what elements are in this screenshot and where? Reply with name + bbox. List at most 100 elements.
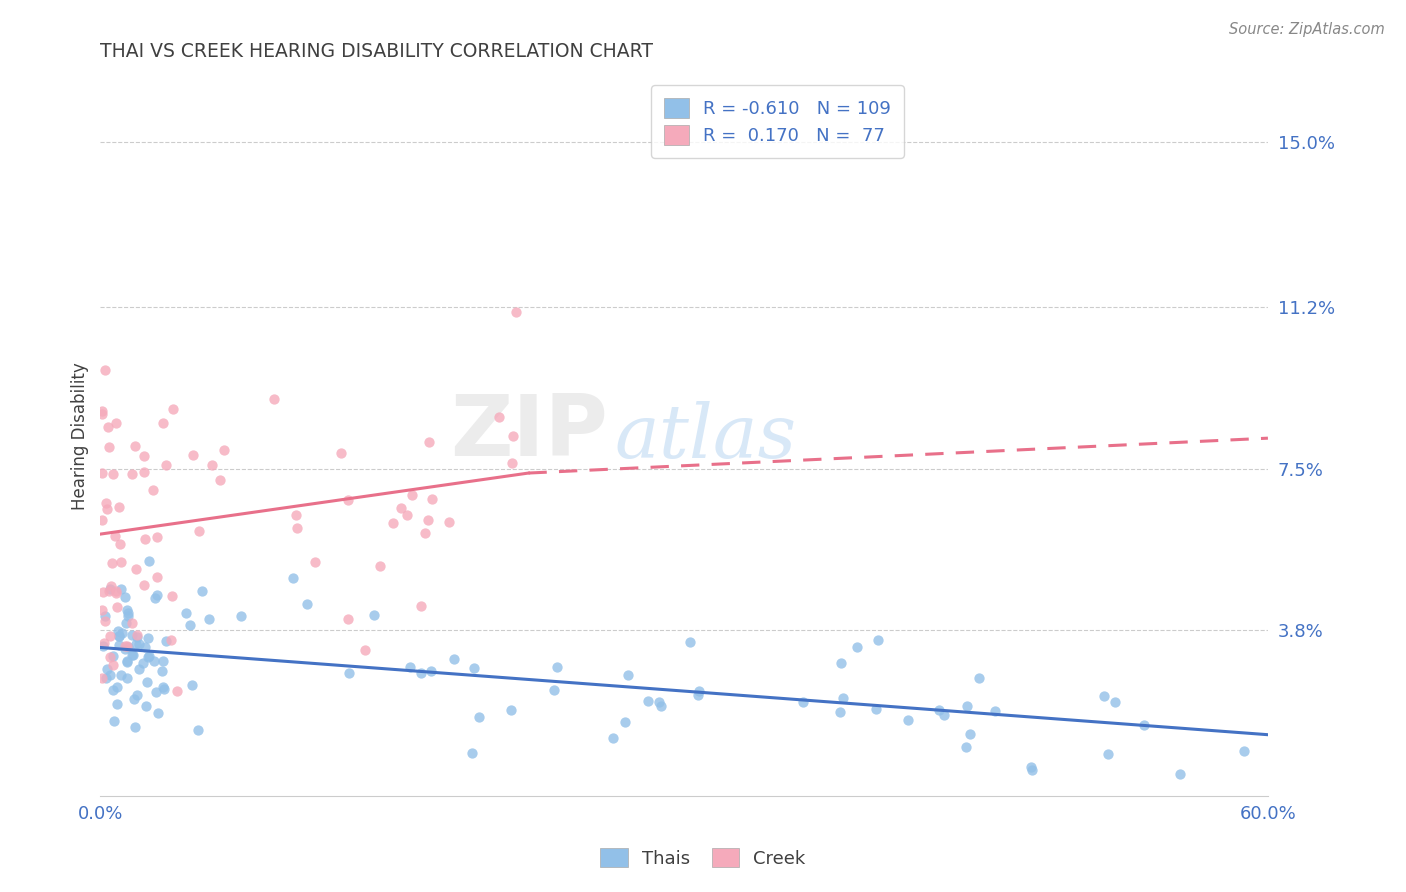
Point <box>96 671 118 685</box>
Point <box>1168 767 1191 781</box>
Point <box>686 688 709 702</box>
Point <box>502 429 524 443</box>
Point <box>959 727 981 741</box>
Point <box>115 639 138 653</box>
Point <box>91 513 114 527</box>
Point <box>124 721 146 735</box>
Point <box>648 696 671 710</box>
Point <box>505 305 527 319</box>
Point <box>678 634 700 648</box>
Point <box>105 680 128 694</box>
Point <box>101 467 124 481</box>
Point <box>928 704 950 718</box>
Point <box>846 640 869 654</box>
Point <box>832 691 855 706</box>
Point <box>418 434 440 449</box>
Point <box>128 662 150 676</box>
Point <box>336 493 359 508</box>
Point <box>1097 747 1119 761</box>
Point <box>183 449 205 463</box>
Point <box>468 709 491 723</box>
Point <box>152 416 174 430</box>
Point <box>932 708 955 723</box>
Point <box>96 502 118 516</box>
Point <box>443 652 465 666</box>
Point <box>461 746 484 760</box>
Point <box>91 585 114 599</box>
Point <box>145 570 167 584</box>
Y-axis label: Hearing Disability: Hearing Disability <box>72 362 89 510</box>
Point <box>336 612 359 626</box>
Point <box>135 675 157 690</box>
Point <box>263 392 285 406</box>
Point <box>94 363 117 377</box>
Point <box>284 508 307 523</box>
Point <box>281 570 304 584</box>
Point <box>121 467 143 481</box>
Text: THAI VS CREEK HEARING DISABILITY CORRELATION CHART: THAI VS CREEK HEARING DISABILITY CORRELA… <box>100 42 654 61</box>
Legend: R = -0.610   N = 109, R =  0.170   N =  77: R = -0.610 N = 109, R = 0.170 N = 77 <box>651 86 904 158</box>
Point <box>104 586 127 600</box>
Point <box>399 660 422 674</box>
Point <box>1104 695 1126 709</box>
Point <box>543 682 565 697</box>
Point <box>127 688 149 702</box>
Point <box>127 630 149 644</box>
Point <box>132 656 155 670</box>
Point <box>121 648 143 662</box>
Point <box>91 603 114 617</box>
Point <box>114 642 136 657</box>
Point <box>488 410 510 425</box>
Point <box>134 466 156 480</box>
Point <box>368 558 391 573</box>
Point <box>128 637 150 651</box>
Point <box>637 694 659 708</box>
Point <box>792 695 814 709</box>
Point <box>1233 744 1256 758</box>
Point <box>117 606 139 620</box>
Point <box>98 668 121 682</box>
Point <box>97 419 120 434</box>
Point <box>93 639 115 653</box>
Point <box>100 579 122 593</box>
Point <box>117 640 139 654</box>
Point <box>148 706 170 720</box>
Point <box>115 603 138 617</box>
Point <box>108 500 131 514</box>
Point <box>142 483 165 498</box>
Point <box>145 589 167 603</box>
Point <box>866 632 889 647</box>
Point <box>114 590 136 604</box>
Point <box>105 584 128 599</box>
Point <box>115 616 138 631</box>
Point <box>166 684 188 698</box>
Point <box>127 628 149 642</box>
Point <box>463 661 485 675</box>
Point <box>91 404 114 418</box>
Point <box>94 608 117 623</box>
Point <box>138 554 160 568</box>
Point <box>614 715 637 730</box>
Point <box>122 692 145 706</box>
Point <box>187 723 209 737</box>
Point <box>830 656 852 670</box>
Point <box>107 630 129 644</box>
Point <box>98 629 121 643</box>
Point <box>198 612 221 626</box>
Point <box>650 698 672 713</box>
Point <box>104 529 127 543</box>
Point <box>337 666 360 681</box>
Text: atlas: atlas <box>614 401 796 474</box>
Point <box>105 416 128 430</box>
Point <box>955 739 977 754</box>
Point <box>896 713 918 727</box>
Point <box>181 678 204 692</box>
Point <box>91 671 114 685</box>
Point <box>117 671 139 685</box>
Point <box>108 537 131 551</box>
Point <box>91 466 114 480</box>
Point <box>115 654 138 668</box>
Point <box>179 618 201 632</box>
Point <box>134 532 156 546</box>
Point <box>152 655 174 669</box>
